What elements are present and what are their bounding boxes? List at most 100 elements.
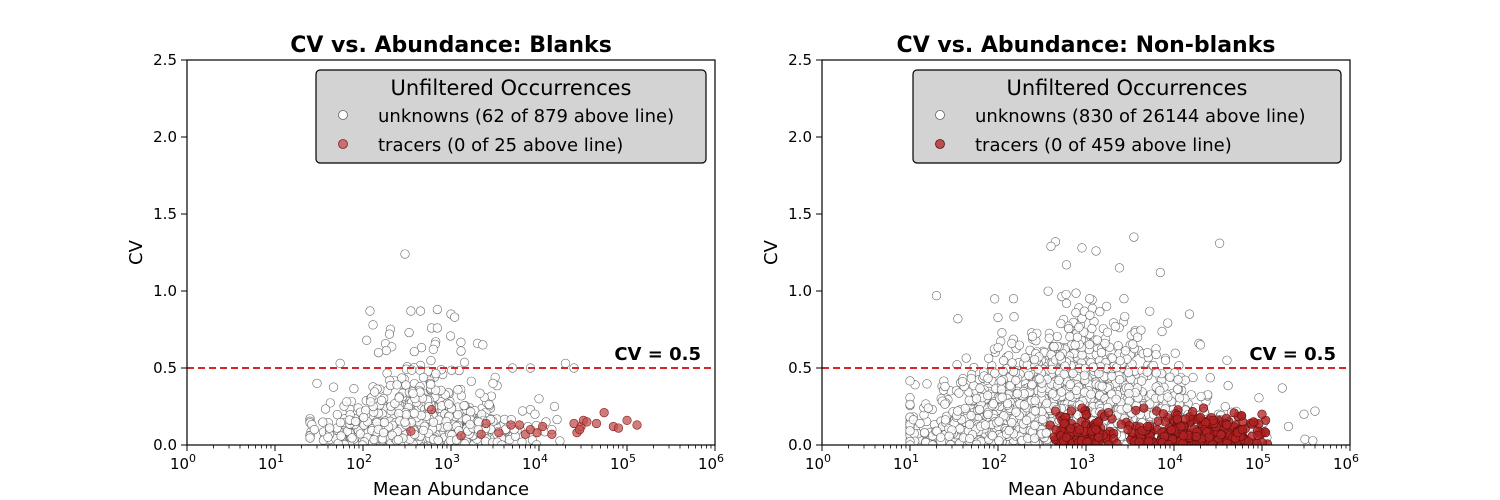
- unknown-point: [1119, 294, 1129, 304]
- unknown-point: [409, 346, 419, 357]
- tracer-point: [456, 431, 466, 441]
- unknown-point: [1030, 433, 1040, 443]
- unknown-point: [1120, 311, 1130, 322]
- unknown-point: [923, 403, 933, 413]
- unknown-point: [443, 422, 453, 432]
- x-tick-label: 102: [981, 452, 1007, 473]
- legend-entry-unknowns: unknowns (62 of 879 above line): [378, 106, 674, 127]
- unknown-point: [1115, 356, 1125, 366]
- tracer-point: [506, 420, 516, 430]
- tracer-point: [1216, 430, 1226, 440]
- tracer-point: [613, 423, 624, 433]
- legend-title: Unfiltered Occurrences: [1007, 76, 1248, 100]
- unknown-point: [1107, 353, 1117, 363]
- x-tick-label: 101: [893, 452, 919, 473]
- unknown-point: [1054, 375, 1064, 386]
- x-tick-exponent: 0: [189, 452, 196, 465]
- x-tick-base: 10: [893, 455, 912, 473]
- unknown-point: [1163, 392, 1173, 402]
- unknown-point: [555, 436, 565, 445]
- x-tick-exponent: 6: [1352, 452, 1359, 465]
- unknown-point: [1004, 426, 1014, 436]
- unknown-point: [376, 395, 387, 406]
- unknown-point: [966, 410, 976, 421]
- unknown-point: [971, 439, 982, 445]
- unknown-point: [1085, 339, 1095, 350]
- unknown-point: [432, 304, 442, 315]
- x-tick-base: 10: [805, 455, 824, 473]
- scatter-points: [905, 232, 1320, 445]
- unknown-point: [1056, 318, 1066, 329]
- tracer-point: [1252, 439, 1262, 445]
- legend-box: [912, 69, 1342, 164]
- unknown-point: [1283, 421, 1294, 432]
- x-tick-label: 106: [698, 452, 724, 473]
- unknown-point: [349, 384, 359, 394]
- unknown-point: [1174, 393, 1185, 403]
- unknown-point: [996, 384, 1007, 395]
- unknown-point: [475, 388, 485, 398]
- x-tick-exponent: 2: [365, 452, 372, 465]
- unknown-point: [905, 376, 915, 386]
- unknown-point: [335, 417, 346, 428]
- unknown-point: [1155, 386, 1165, 396]
- tracer-point: [1112, 439, 1122, 445]
- unknown-point: [1041, 428, 1051, 438]
- unknown-point: [1038, 414, 1048, 424]
- tracer-point: [632, 420, 642, 430]
- unknown-point: [1092, 335, 1102, 345]
- tracer-point: [1045, 420, 1055, 430]
- unknown-point: [445, 331, 456, 341]
- unknown-point: [1056, 387, 1067, 397]
- unknown-point: [517, 406, 528, 416]
- unknown-point: [397, 373, 407, 383]
- unknown-point: [350, 416, 361, 427]
- unknown-point: [466, 376, 476, 386]
- unknown-point: [922, 379, 932, 389]
- unknown-point: [965, 419, 975, 430]
- unknown-point: [418, 425, 429, 435]
- unknown-point: [1107, 371, 1117, 381]
- legend-marker-unknowns: [338, 110, 348, 120]
- tracer-point: [1091, 425, 1101, 435]
- unknown-point: [1122, 403, 1132, 413]
- unknown-point: [1155, 267, 1165, 278]
- unknown-point: [940, 399, 950, 409]
- legend-marker-tracers: [935, 139, 945, 149]
- unknown-point: [1102, 301, 1112, 311]
- unknown-point: [1046, 241, 1056, 251]
- y-tick-label: 0.0: [788, 436, 812, 454]
- unknown-point: [1151, 349, 1161, 360]
- unknown-point: [1132, 332, 1143, 342]
- unknown-point: [534, 394, 544, 404]
- unknown-point: [1065, 379, 1075, 390]
- unknown-point: [1173, 375, 1183, 385]
- unknown-point: [966, 373, 976, 383]
- unknown-point: [984, 353, 994, 363]
- unknown-point: [1136, 376, 1147, 386]
- legend-box: [315, 69, 707, 164]
- threshold-label: CV = 0.5: [1249, 344, 1336, 365]
- y-axis-label: CV: [126, 239, 147, 265]
- tracer-point: [1139, 403, 1149, 413]
- x-tick-base: 10: [1157, 455, 1176, 473]
- unknown-point: [1145, 306, 1155, 316]
- unknown-point: [1065, 391, 1075, 401]
- legend-marker-unknowns: [935, 110, 945, 120]
- y-tick-label: 0.5: [153, 359, 177, 377]
- unknown-point: [940, 381, 950, 392]
- unknown-point: [393, 435, 403, 445]
- legend-marker-tracers: [338, 139, 348, 149]
- tracer-point: [1094, 432, 1104, 442]
- x-tick-exponent: 1: [912, 452, 919, 465]
- legend: Unfiltered Occurrences unknowns (62 of 87…: [315, 69, 707, 164]
- unknown-point: [1061, 289, 1071, 300]
- tracer-point: [1144, 436, 1154, 445]
- x-tick-label: 100: [170, 452, 196, 473]
- unknown-point: [365, 306, 375, 316]
- tracer-point: [1116, 419, 1126, 429]
- tracer-point: [1222, 420, 1232, 430]
- unknown-point: [1254, 393, 1264, 403]
- unknown-point: [961, 353, 971, 363]
- unknown-point: [994, 416, 1004, 426]
